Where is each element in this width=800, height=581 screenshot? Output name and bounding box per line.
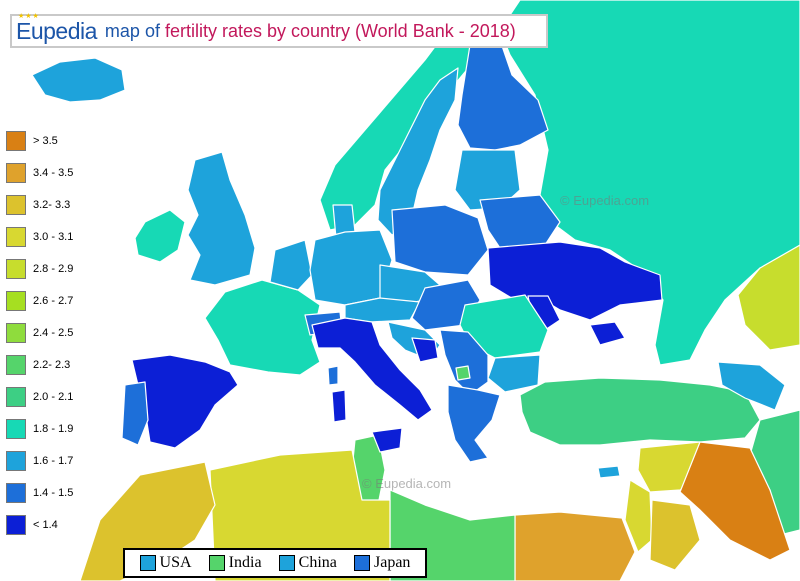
cyprus-region (597, 465, 621, 479)
egypt-region (514, 511, 636, 581)
corsica-region (327, 365, 339, 386)
legend-swatch (6, 387, 26, 407)
legend-label: 3.0 - 3.1 (33, 231, 74, 243)
sicily-region (371, 427, 403, 453)
legend-item: 1.8 - 1.9 (6, 419, 126, 441)
comparison-item: India (208, 554, 262, 572)
crimea-region (589, 321, 626, 346)
portugal-region (121, 381, 149, 446)
kazakhstan-region (737, 244, 800, 351)
spain-region (131, 354, 239, 449)
legend-label: 1.4 - 1.5 (33, 487, 74, 499)
legend-label: 2.6 - 2.7 (33, 295, 74, 307)
legend-swatch (6, 259, 26, 279)
legend-swatch (6, 483, 26, 503)
watermark-lower: © Eupedia.com (362, 476, 452, 491)
legend-item: 1.6 - 1.7 (6, 451, 126, 473)
legend-swatch (6, 131, 26, 151)
jordan-region (649, 499, 701, 571)
brand-name: Eupedia (16, 17, 97, 44)
comparison-swatch (353, 555, 370, 571)
legend-swatch (6, 227, 26, 247)
legend-swatch (6, 451, 26, 471)
legend-label: 2.0 - 2.1 (33, 391, 74, 403)
morocco-region (79, 461, 216, 581)
comparison-item: USA (139, 554, 192, 572)
legend-item: 3.0 - 3.1 (6, 227, 126, 249)
legend-swatch (6, 291, 26, 311)
benelux-region (269, 239, 313, 291)
legend-swatch (6, 323, 26, 343)
legend-item: 2.8 - 2.9 (6, 259, 126, 281)
poland-region (391, 204, 489, 276)
legend-label: 2.4 - 2.5 (33, 327, 74, 339)
comparison-label: China (298, 554, 337, 571)
legend-label: 2.2- 2.3 (33, 359, 71, 371)
romania-region (459, 294, 549, 359)
comparison-item: Japan (353, 554, 411, 572)
legend-swatch (6, 515, 26, 535)
legend-label: 1.8 - 1.9 (33, 423, 74, 435)
iceland-region (31, 57, 126, 103)
balkans-region (439, 329, 489, 396)
kosovo-region (455, 365, 471, 381)
legend-label: 3.2- 3.3 (33, 199, 71, 211)
eupedia-logo: ★★★ Eupedia (16, 13, 97, 45)
bosnia-region (411, 337, 439, 363)
legend-swatch (6, 163, 26, 183)
title-main: fertility rates by country (World Bank -… (164, 20, 516, 41)
legend-swatch (6, 355, 26, 375)
ireland-region (134, 209, 186, 263)
iraq-region (679, 441, 791, 561)
italy-region (311, 317, 433, 421)
legend-label: < 1.4 (33, 519, 58, 531)
comparison-item: China (278, 554, 337, 572)
caucasus-region (717, 361, 786, 411)
legend-item: 3.4 - 3.5 (6, 163, 126, 185)
title-prefix: map of (104, 20, 160, 41)
map-title-banner: ★★★ Eupedia map of fertility rates by co… (10, 13, 548, 48)
bulgaria-region (487, 354, 541, 393)
legend-item: 2.6 - 2.7 (6, 291, 126, 313)
legend-item: > 3.5 (6, 131, 126, 153)
legend-label: 1.6 - 1.7 (33, 455, 74, 467)
legend-item: 1.4 - 1.5 (6, 483, 126, 505)
comparison-swatch (208, 555, 225, 571)
comparison-label: India (228, 554, 262, 571)
legend-item: 3.2- 3.3 (6, 195, 126, 217)
legend-label: 3.4 - 3.5 (33, 167, 74, 179)
legend-label: > 3.5 (33, 135, 58, 147)
comparison-legend: USA India China Japan (123, 548, 427, 578)
comparison-swatch (139, 555, 156, 571)
comparison-label: USA (159, 554, 192, 571)
lebanon-israel-region (624, 479, 653, 553)
france-region (204, 279, 321, 376)
comparison-swatch (278, 555, 295, 571)
sardinia-region (331, 389, 347, 423)
watermark-upper: © Eupedia.com (560, 193, 650, 208)
finland-region (457, 39, 549, 151)
legend-item: 2.2- 2.3 (6, 355, 126, 377)
legend-label: 2.8 - 2.9 (33, 263, 74, 275)
legend-swatch (6, 419, 26, 439)
comparison-label: Japan (373, 554, 411, 571)
legend-swatch (6, 195, 26, 215)
legend-item: 2.4 - 2.5 (6, 323, 126, 345)
greece-region (447, 384, 501, 463)
legend-item: < 1.4 (6, 515, 126, 537)
uk-region (187, 151, 256, 286)
legend-item: 2.0 - 2.1 (6, 387, 126, 409)
eu-stars-icon: ★★★ (18, 12, 40, 20)
turkey-region (519, 377, 761, 446)
